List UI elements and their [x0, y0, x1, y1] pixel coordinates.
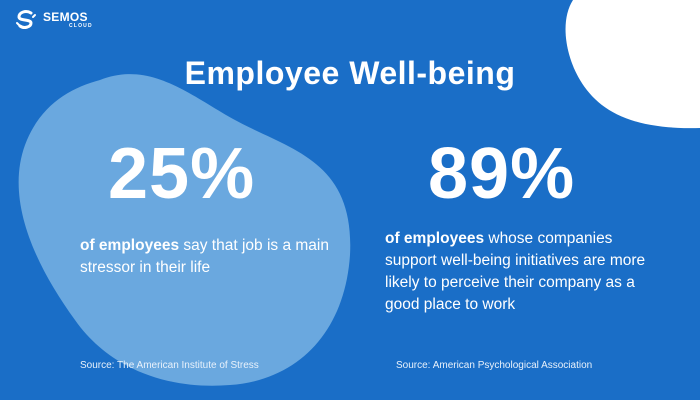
stat-description-left: of employees say that job is a main stre…	[80, 235, 340, 279]
stat-value-right: 89%	[428, 134, 576, 214]
stat-value-left: 25%	[108, 134, 256, 214]
stat-text-right: whose companies support well-being initi…	[385, 230, 646, 313]
semos-cloud-logo-icon	[16, 10, 36, 29]
stat-description-right: of employees whose companies support wel…	[385, 228, 665, 316]
stat-lead-right: of employees	[385, 230, 485, 247]
stat-text-left: say that job is a main stressor in their…	[80, 237, 329, 276]
right-blob-shape	[565, 0, 700, 129]
brand-subtitle: CLOUD	[69, 23, 93, 29]
brand-logo: SEMOS CLOUD	[14, 7, 93, 33]
source-left: Source: The American Institute of Stress	[80, 360, 259, 371]
source-right: Source: American Psychological Associati…	[396, 360, 593, 371]
brand-name: SEMOS	[43, 10, 88, 24]
stat-lead-left: of employees	[80, 237, 180, 254]
page-title: Employee Well-being	[184, 55, 516, 91]
left-blob-shape	[18, 74, 351, 386]
